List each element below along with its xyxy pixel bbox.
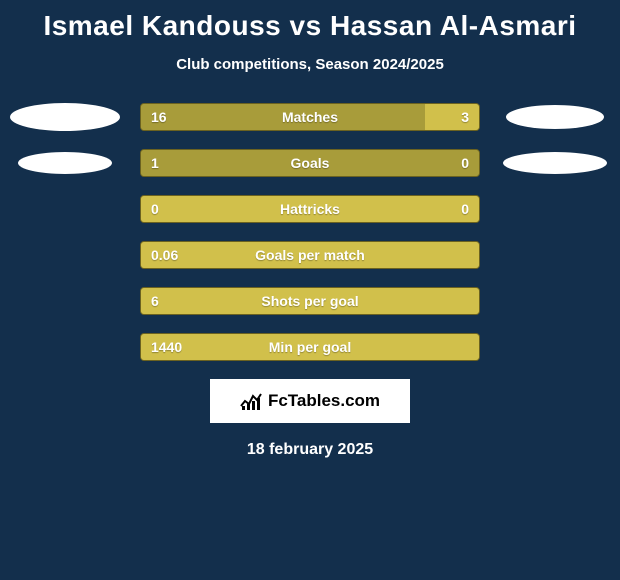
date-text: 18 february 2025 (0, 441, 620, 459)
stat-bar: 16 Matches 3 (140, 103, 480, 131)
comparison-rows: 16 Matches 3 1 Goals 0 0 Hattricks (0, 103, 620, 361)
subtitle: Club competitions, Season 2024/2025 (0, 56, 620, 73)
stat-bar: 0.06 Goals per match (140, 241, 480, 269)
side-left (10, 103, 120, 131)
brand-logo: FcTables.com (210, 379, 410, 423)
stat-label: Matches (282, 109, 338, 125)
stat-value-left: 6 (151, 293, 159, 309)
side-right (500, 105, 610, 129)
stat-value-right: 3 (461, 109, 469, 125)
stat-label: Goals per match (255, 247, 365, 263)
team-badge-right-1 (506, 105, 604, 129)
side-left (10, 152, 120, 174)
stat-row: 0.06 Goals per match (0, 241, 620, 269)
stat-value-right: 0 (461, 155, 469, 171)
stat-label: Min per goal (269, 339, 351, 355)
stat-value-left: 1440 (151, 339, 182, 355)
team-badge-left-2 (18, 152, 112, 174)
stat-row: 1440 Min per goal (0, 333, 620, 361)
stat-value-right: 0 (461, 201, 469, 217)
stat-row: 0 Hattricks 0 (0, 195, 620, 223)
stat-row: 1 Goals 0 (0, 149, 620, 177)
stat-value-left: 1 (151, 155, 159, 171)
stat-bar: 1440 Min per goal (140, 333, 480, 361)
brand-logo-text: FcTables.com (268, 391, 380, 411)
stat-row: 16 Matches 3 (0, 103, 620, 131)
stat-value-left: 0.06 (151, 247, 178, 263)
chart-icon (240, 391, 262, 411)
page-title: Ismael Kandouss vs Hassan Al-Asmari (0, 0, 620, 42)
team-badge-left-1 (10, 103, 120, 131)
stat-bar: 1 Goals 0 (140, 149, 480, 177)
stat-label: Shots per goal (261, 293, 358, 309)
stat-value-left: 16 (151, 109, 167, 125)
stat-bar: 0 Hattricks 0 (140, 195, 480, 223)
stat-bar: 6 Shots per goal (140, 287, 480, 315)
side-right (500, 152, 610, 174)
bar-segment-right (425, 104, 479, 130)
stat-label: Hattricks (280, 201, 340, 217)
stat-value-left: 0 (151, 201, 159, 217)
team-badge-right-2 (503, 152, 607, 174)
stat-label: Goals (291, 155, 330, 171)
stat-row: 6 Shots per goal (0, 287, 620, 315)
